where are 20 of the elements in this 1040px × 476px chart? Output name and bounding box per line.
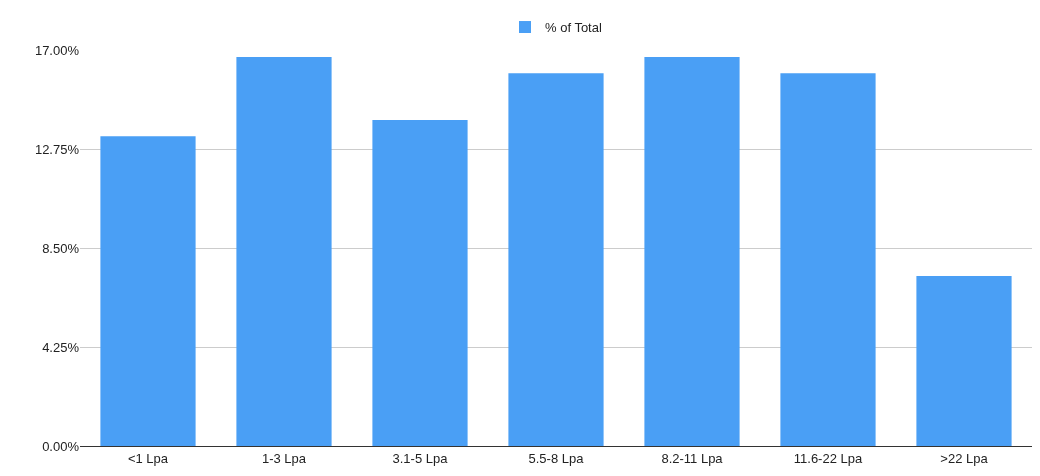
x-tick-label: >22 Lpa — [940, 450, 989, 466]
y-tick-label: 12.75% — [34, 141, 80, 157]
bar — [916, 275, 1012, 446]
x-tick-label: 3.1-5 Lpa — [392, 450, 449, 466]
bar — [644, 56, 740, 446]
bar — [372, 119, 468, 446]
x-tick-label: 1-3 Lpa — [261, 450, 307, 466]
x-tick-label: 5.5-8 Lpa — [528, 450, 585, 466]
bar — [100, 136, 196, 446]
x-tick-label: 8.2-11 Lpa — [661, 450, 724, 466]
bar — [508, 73, 604, 446]
legend-label: % of Total — [545, 20, 602, 36]
y-tick-label: 8.50% — [42, 240, 80, 256]
y-tick-label: 17.00% — [34, 42, 80, 58]
y-tick-label: 0.00% — [42, 438, 80, 454]
x-tick-label: 11.6-22 Lpa — [793, 450, 863, 466]
bar — [236, 56, 332, 446]
y-tick-label: 4.25% — [42, 339, 80, 355]
x-tick-label: <1 Lpa — [127, 450, 169, 466]
bar — [780, 73, 876, 446]
